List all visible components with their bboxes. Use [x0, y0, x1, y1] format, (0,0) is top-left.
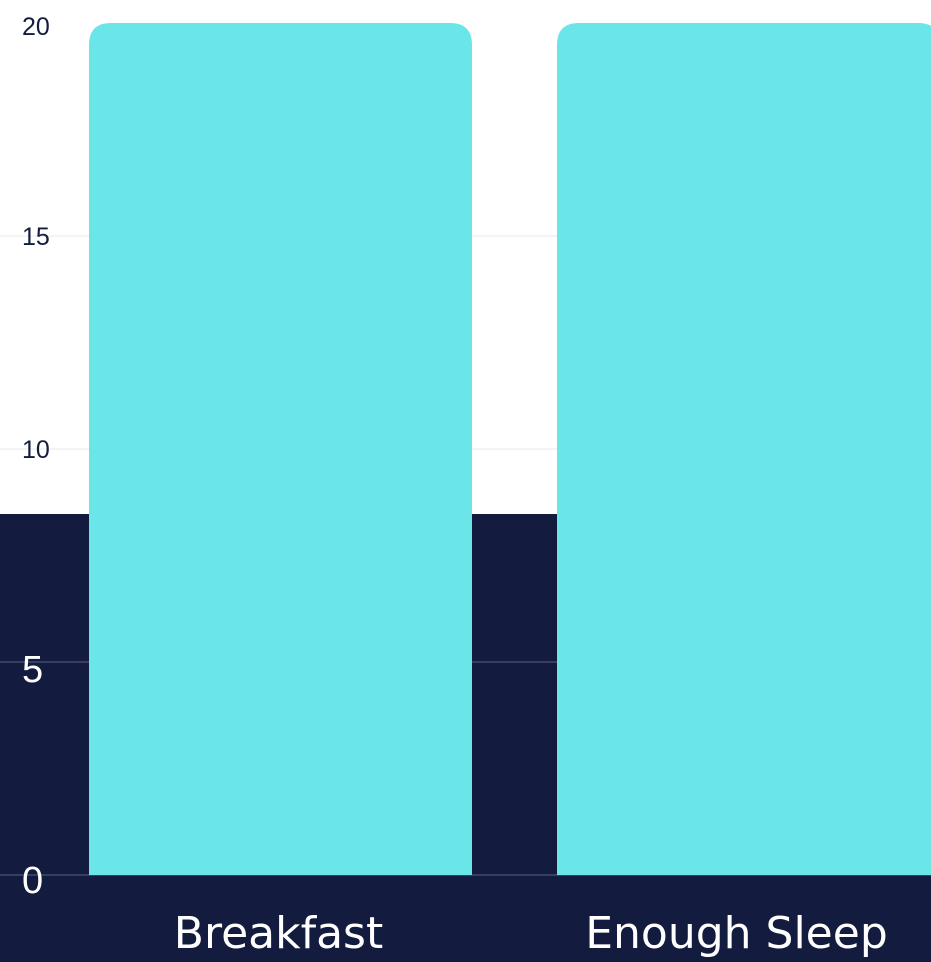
y-tick-label-20: 20: [22, 13, 50, 41]
y-tick-label-5: 5: [22, 649, 43, 691]
bars: [89, 23, 931, 875]
x-category-label-breakfast: Breakfast: [174, 908, 383, 959]
bar-enough-sleep: [557, 23, 931, 875]
y-tick-label-0: 0: [22, 860, 43, 902]
x-axis-category-labels: Breakfast Enough Sleep: [174, 908, 888, 959]
y-tick-label-15: 15: [22, 223, 50, 251]
y-axis-tick-labels: 0 5 10 15 20: [22, 13, 50, 902]
x-category-label-enough-sleep: Enough Sleep: [585, 908, 888, 959]
y-tick-label-10: 10: [22, 436, 50, 464]
bar-breakfast: [89, 23, 472, 875]
